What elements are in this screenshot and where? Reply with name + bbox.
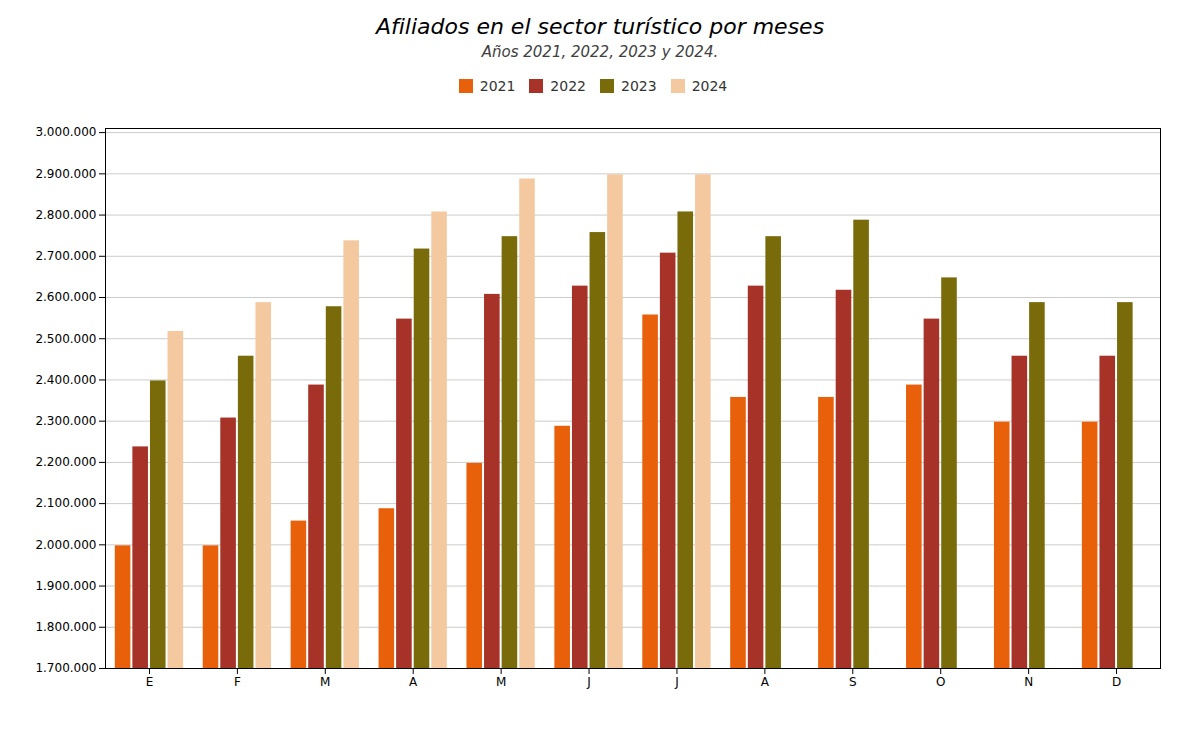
svg-text:3.000.000: 3.000.000 [35, 125, 96, 139]
svg-text:2.500.000: 2.500.000 [35, 332, 96, 346]
svg-text:E: E [146, 675, 154, 689]
svg-text:J: J [586, 675, 591, 689]
html-text:Afiliados en el sector turísti: Afiliados en el sector turístico por mes… [375, 14, 825, 39]
svg-text:A: A [761, 675, 770, 689]
svg-text:F: F [234, 675, 241, 689]
html-text:2024: 2024 [691, 77, 728, 94]
svg-text:O: O [936, 675, 945, 689]
svg-text:A: A [409, 675, 418, 689]
svg-text:2.400.000: 2.400.000 [35, 373, 96, 387]
svg-text:2.700.000: 2.700.000 [35, 249, 96, 263]
svg-text:2.900.000: 2.900.000 [35, 167, 96, 181]
svg-text:N: N [1024, 675, 1033, 689]
svg-text:S: S [849, 675, 857, 689]
svg-text:J: J [674, 675, 679, 689]
svg-text:1.900.000: 1.900.000 [35, 579, 96, 593]
svg-text:1.700.000: 1.700.000 [35, 661, 96, 675]
svg-text:2.800.000: 2.800.000 [35, 208, 96, 222]
svg-text:2.100.000: 2.100.000 [35, 496, 96, 510]
svg-text:1.800.000: 1.800.000 [35, 620, 96, 634]
svg-text:D: D [1112, 675, 1121, 689]
html-text:2021: 2021 [479, 77, 516, 94]
svg-text:M: M [320, 675, 330, 689]
svg-text:M: M [496, 675, 506, 689]
html-text:2022: 2022 [550, 77, 586, 94]
svg-text:2.600.000: 2.600.000 [35, 290, 96, 304]
svg-text:2.200.000: 2.200.000 [35, 455, 96, 469]
svg-text:2.300.000: 2.300.000 [35, 414, 96, 428]
html-text:Años 2021, 2022, 2023 y 2024.: Años 2021, 2022, 2023 y 2024. [481, 43, 719, 61]
svg-text:2.000.000: 2.000.000 [35, 538, 96, 552]
html-text:2023: 2023 [621, 77, 657, 94]
